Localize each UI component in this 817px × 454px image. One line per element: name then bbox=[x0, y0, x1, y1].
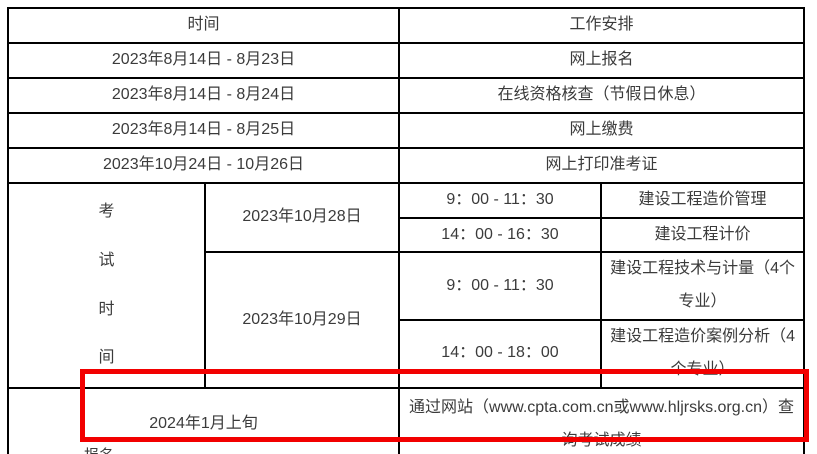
cell-registration-period: 2023年8月14日 - 8月23日 bbox=[6, 42, 401, 79]
cell-payment-task: 网上缴费 bbox=[398, 112, 806, 149]
cell-session-subject-technology: 建设工程技术与计量（4个专业） bbox=[600, 251, 806, 321]
table-row: 2023年8月14日 - 8月24日 在线资格核查（节假日休息） bbox=[6, 77, 806, 114]
table-row-exam: 考 试 时 间 2023年10月28日 9：00 - 11：30 建设工程造价管… bbox=[7, 181, 806, 389]
cell-result-time: 2024年1月上旬 bbox=[6, 386, 401, 454]
cell-admission-ticket-task: 网上打印准考证 bbox=[398, 147, 806, 184]
header-time-column: 时间 bbox=[6, 7, 401, 44]
table-row-results: 2024年1月上旬 通过网站（www.cpta.com.cn或www.hljrs… bbox=[6, 386, 806, 454]
exam-label-char: 间 bbox=[98, 349, 115, 367]
table-row: 2023年8月14日 - 8月25日 网上缴费 bbox=[6, 112, 806, 149]
cell-session-time-afternoon-oct29: 14：00 - 18：00 bbox=[398, 318, 603, 389]
table-row-exam: 14：00 - 16：30 建设工程计价 bbox=[8, 216, 806, 254]
header-work-column: 工作安排 bbox=[398, 7, 806, 44]
exam-time-vertical-label: 考 试 时 间 bbox=[11, 204, 202, 366]
cell-session-time-morning-oct28: 9：00 - 11：30 bbox=[398, 181, 603, 219]
exam-label-char: 试 bbox=[98, 251, 115, 269]
exam-label-char: 时 bbox=[98, 300, 115, 318]
table-row-exam: 2023年10月29日 9：00 - 11：30 建设工程技术与计量（4个专业） bbox=[8, 251, 806, 389]
cell-session-time-afternoon-oct28: 14：00 - 16：30 bbox=[398, 216, 603, 254]
cell-qualification-check-period: 2023年8月14日 - 8月24日 bbox=[6, 77, 401, 114]
cell-session-subject-case-analysis: 建设工程造价案例分析（4个专业） bbox=[600, 318, 806, 389]
cell-payment-period: 2023年8月14日 - 8月25日 bbox=[6, 112, 401, 149]
table-row: 2023年8月14日 - 8月23日 网上报名 bbox=[6, 42, 806, 79]
cell-exam-date-oct28: 2023年10月28日 bbox=[203, 181, 401, 254]
exam-label-char: 考 bbox=[98, 203, 115, 221]
cell-exam-time-label: 考 试 时 间 bbox=[7, 181, 206, 389]
clipped-bottom-text: 报名 bbox=[84, 448, 114, 454]
cell-exam-date-oct29: 2023年10月29日 bbox=[203, 251, 401, 389]
cell-result-task: 通过网站（www.cpta.com.cn或www.hljrsks.org.cn）… bbox=[398, 386, 806, 454]
exam-schedule-table: 时间 工作安排 2023年8月14日 - 8月23日 网上报名 2023年8月1… bbox=[6, 7, 806, 454]
cell-admission-ticket-period: 2023年10月24日 - 10月26日 bbox=[6, 147, 401, 184]
cell-qualification-check-task: 在线资格核查（节假日休息） bbox=[398, 77, 806, 114]
cell-session-subject-pricing: 建设工程计价 bbox=[600, 216, 806, 254]
cell-session-time-morning-oct29: 9：00 - 11：30 bbox=[398, 251, 603, 321]
cell-registration-task: 网上报名 bbox=[398, 42, 806, 79]
cell-session-subject-management: 建设工程造价管理 bbox=[600, 181, 806, 219]
table-row: 2023年10月24日 - 10月26日 网上打印准考证 bbox=[6, 147, 806, 184]
table-header-row: 时间 工作安排 bbox=[6, 7, 806, 44]
